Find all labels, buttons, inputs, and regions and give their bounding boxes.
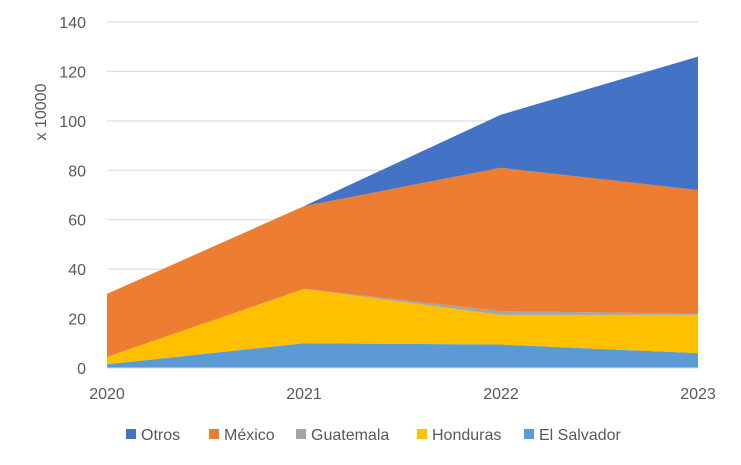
x-tick-label: 2022: [483, 386, 519, 403]
y-tick-label: 60: [68, 213, 86, 230]
legend-swatch: [126, 429, 136, 439]
y-tick-label: 20: [68, 312, 86, 329]
area-series-el-salvador: [107, 343, 698, 368]
legend-label: El Salvador: [539, 427, 621, 444]
legend-label: México: [224, 427, 275, 444]
legend-item-otros: Otros: [126, 427, 180, 444]
legend-item-el-salvador: El Salvador: [524, 427, 621, 444]
x-tick-label: 2020: [89, 386, 125, 403]
legend-label: Otros: [141, 427, 180, 444]
x-tick-label: 2023: [680, 386, 716, 403]
area-series-group: [107, 56, 698, 368]
legend: Otros México Guatemala Honduras El Salvador: [126, 427, 621, 444]
y-tick-label: 40: [68, 262, 86, 279]
y-axis-title: x 10000: [33, 83, 50, 140]
y-tick-label: 0: [77, 361, 86, 378]
legend-swatch: [209, 429, 219, 439]
legend-swatch: [296, 429, 306, 439]
y-tick-labels: 0 20 40 60 80 100 120 140: [59, 15, 86, 378]
y-tick-label: 100: [59, 114, 86, 131]
legend-swatch: [524, 429, 534, 439]
legend-label: Guatemala: [311, 427, 389, 444]
y-tick-label: 140: [59, 15, 86, 32]
legend-swatch: [417, 429, 427, 439]
x-tick-label: 2021: [286, 386, 322, 403]
legend-label: Honduras: [432, 427, 501, 444]
area-series-m-xico: [107, 167, 698, 357]
legend-item-m-xico: México: [209, 427, 275, 444]
area-series-otros: [107, 56, 698, 294]
y-tick-label: 120: [59, 64, 86, 81]
area-series-honduras: [107, 288, 698, 365]
legend-item-honduras: Honduras: [417, 427, 501, 444]
legend-item-guatemala: Guatemala: [296, 427, 389, 444]
x-tick-labels: 2020 2021 2022 2023: [89, 386, 716, 403]
y-tick-label: 80: [68, 163, 86, 180]
